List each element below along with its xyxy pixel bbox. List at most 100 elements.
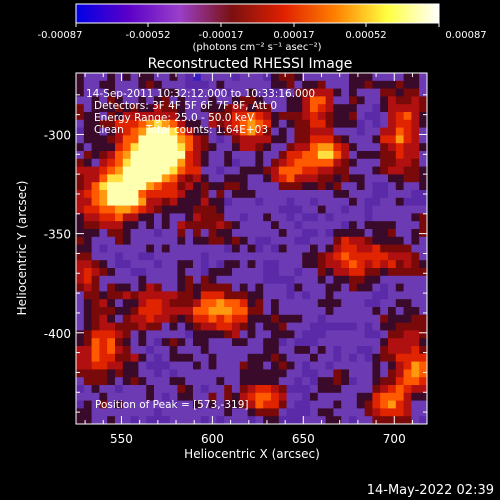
image-pixel xyxy=(411,353,420,363)
image-pixel xyxy=(216,197,225,207)
image-pixel xyxy=(294,353,303,363)
image-pixel xyxy=(232,299,241,308)
image-pixel xyxy=(349,346,358,355)
image-pixel xyxy=(388,408,397,417)
image-pixel xyxy=(138,190,147,199)
image-pixel xyxy=(271,330,280,339)
image-pixel xyxy=(232,236,241,246)
image-pixel xyxy=(380,151,389,160)
image-pixel xyxy=(154,127,163,136)
image-pixel xyxy=(224,127,233,136)
image-pixel xyxy=(99,158,108,168)
image-pixel xyxy=(263,244,272,253)
image-pixel xyxy=(208,135,217,144)
image-pixel xyxy=(356,392,366,402)
image-pixel xyxy=(130,182,139,191)
image-pixel xyxy=(76,400,85,409)
image-pixel xyxy=(388,322,397,331)
image-pixel xyxy=(130,119,139,129)
image-pixel xyxy=(317,299,327,308)
image-pixel xyxy=(395,73,405,82)
image-pixel xyxy=(185,127,194,136)
image-pixel xyxy=(177,182,186,191)
image-pixel xyxy=(193,307,202,316)
image-pixel xyxy=(341,307,350,316)
image-pixel xyxy=(130,252,139,261)
image-pixel xyxy=(247,229,256,238)
image-pixel xyxy=(185,158,194,168)
image-pixel xyxy=(255,143,264,152)
image-pixel xyxy=(146,127,155,136)
image-pixel xyxy=(388,236,397,246)
image-pixel xyxy=(419,283,427,292)
image-pixel xyxy=(395,205,405,214)
image-pixel xyxy=(356,416,366,424)
image-annotations: 14-Sep-2011 10:32:12.000 to 10:33:16.000… xyxy=(86,88,315,411)
image-pixel xyxy=(138,299,147,308)
image-pixel xyxy=(325,127,334,136)
image-pixel xyxy=(356,221,366,230)
image-pixel xyxy=(130,330,139,339)
image-pixel xyxy=(161,338,171,347)
image-pixel xyxy=(395,392,405,402)
image-pixel xyxy=(388,330,397,339)
image-pixel xyxy=(364,252,373,261)
image-pixel xyxy=(372,104,381,113)
image-pixel xyxy=(200,361,210,370)
image-pixel xyxy=(388,158,397,168)
image-pixel xyxy=(200,135,210,144)
image-pixel xyxy=(146,244,155,253)
image-pixel xyxy=(317,268,327,277)
image-pixel xyxy=(122,408,132,417)
image-pixel xyxy=(278,244,288,253)
image-pixel xyxy=(122,260,132,269)
image-pixel xyxy=(356,291,366,300)
x-tick-label: 650 xyxy=(292,432,315,446)
image-pixel xyxy=(411,330,420,339)
image-pixel xyxy=(200,229,210,238)
image-pixel xyxy=(161,244,171,253)
image-pixel xyxy=(310,252,319,261)
image-pixel xyxy=(255,392,264,402)
image-pixel xyxy=(208,408,217,417)
image-pixel xyxy=(247,104,256,113)
image-pixel xyxy=(83,353,93,363)
image-pixel xyxy=(76,408,85,417)
image-pixel xyxy=(372,182,381,191)
image-pixel xyxy=(302,400,311,409)
image-pixel xyxy=(302,119,311,129)
image-pixel xyxy=(208,275,217,285)
image-pixel xyxy=(263,283,272,292)
image-pixel xyxy=(177,244,186,253)
image-pixel xyxy=(76,112,85,121)
image-pixel xyxy=(255,299,264,308)
image-pixel xyxy=(146,291,155,300)
image-pixel xyxy=(271,322,280,331)
image-pixel xyxy=(310,135,319,144)
image-pixel xyxy=(122,158,132,168)
image-pixel xyxy=(247,408,256,417)
image-pixel xyxy=(122,96,132,105)
image-pixel xyxy=(419,291,427,300)
image-pixel xyxy=(263,314,272,324)
image-pixel xyxy=(200,73,210,82)
image-pixel xyxy=(286,330,295,339)
image-pixel xyxy=(310,221,319,230)
image-pixel xyxy=(356,268,366,277)
image-pixel xyxy=(395,353,405,363)
image-pixel xyxy=(83,385,93,394)
image-pixel xyxy=(146,88,155,97)
image-pixel xyxy=(91,314,100,324)
image-pixel xyxy=(411,143,420,152)
image-pixel xyxy=(83,213,93,222)
image-pixel xyxy=(302,80,311,90)
image-pixel xyxy=(107,338,116,347)
image-pixel xyxy=(247,88,256,97)
image-pixel xyxy=(380,143,389,152)
image-pixel xyxy=(216,400,225,409)
image-pixel xyxy=(208,361,217,370)
image-pixel xyxy=(146,190,155,199)
image-pixel xyxy=(333,73,342,82)
image-pixel xyxy=(247,96,256,105)
image-pixel xyxy=(224,408,233,417)
